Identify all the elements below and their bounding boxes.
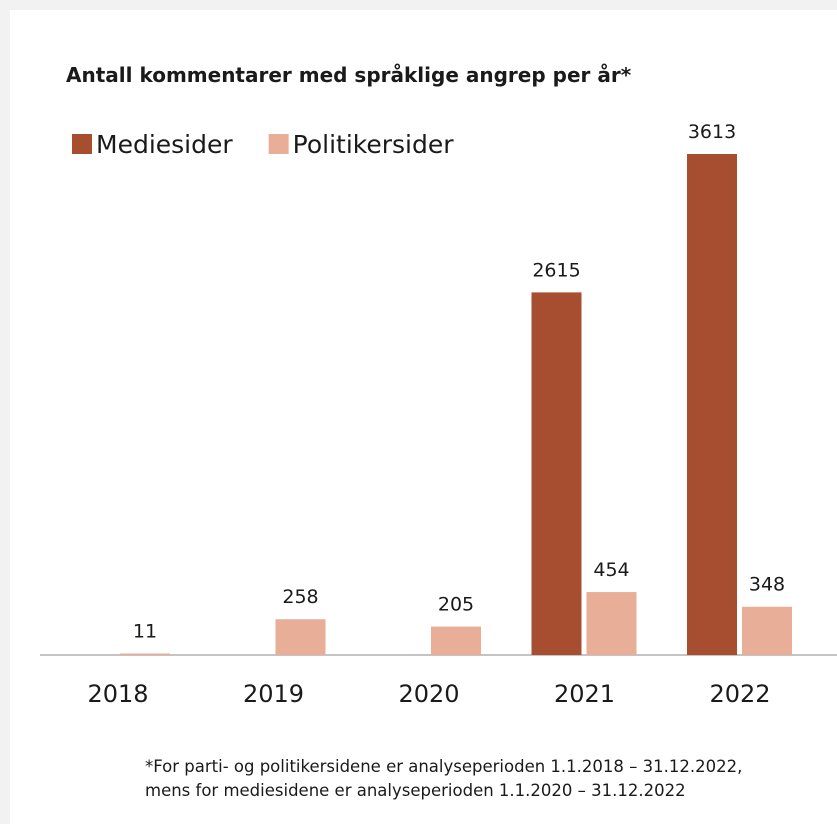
x-tick-label: 2020 (398, 680, 459, 708)
bar (586, 592, 637, 655)
bar (742, 606, 792, 655)
value-label: 348 (749, 574, 785, 596)
bar (275, 619, 326, 655)
footnote: mens for mediesidene er analyseperioden … (145, 781, 686, 800)
value-label: 258 (282, 586, 318, 608)
footnote: *For parti- og politikersidene er analys… (145, 757, 742, 776)
value-label: 454 (593, 559, 629, 581)
bar (531, 292, 582, 655)
x-tick-label: 2018 (87, 680, 148, 708)
legend-label: Politikersider (293, 130, 455, 159)
bar (431, 626, 481, 655)
legend-swatch (72, 134, 92, 154)
value-label: 11 (133, 620, 157, 642)
bar (687, 154, 737, 655)
x-tick-label: 2022 (709, 680, 770, 708)
value-label: 2615 (532, 259, 580, 281)
bar (120, 653, 170, 655)
x-tick-label: 2021 (554, 680, 615, 708)
value-label: 3613 (688, 121, 736, 143)
chart-title: Antall kommentarer med språklige angrep … (66, 63, 632, 87)
x-tick-label: 2019 (243, 680, 304, 708)
legend-label: Mediesider (96, 130, 233, 159)
value-label: 205 (438, 594, 474, 616)
legend-swatch (268, 134, 289, 154)
